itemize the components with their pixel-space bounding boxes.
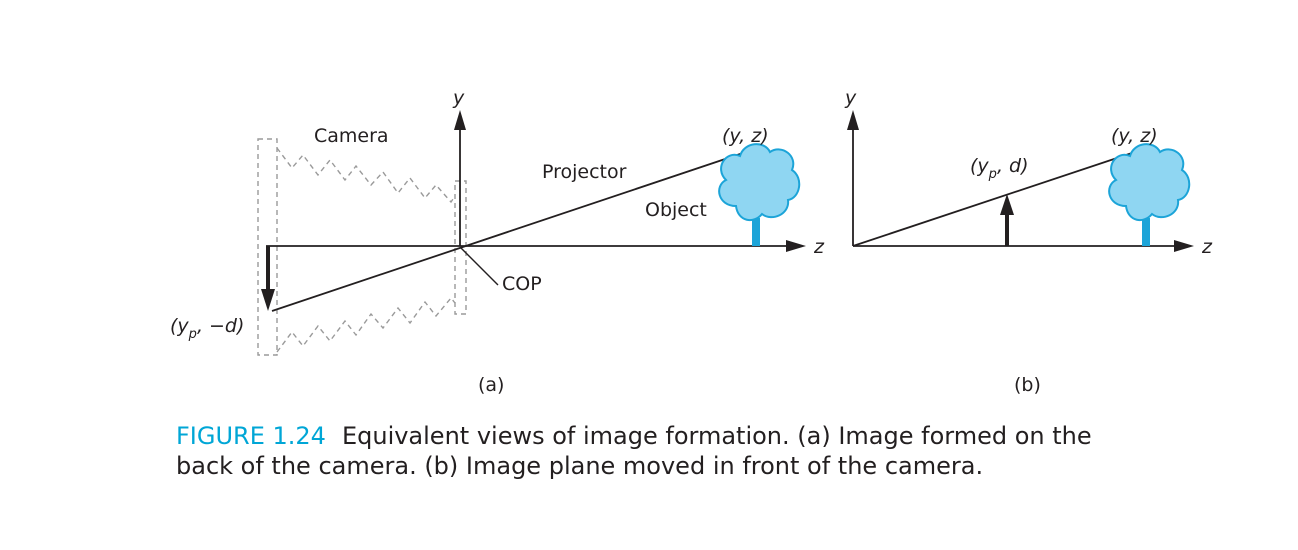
panel-b-label: (b) (1014, 374, 1041, 396)
camera-label: Camera (314, 125, 389, 147)
figure-caption: FIGURE 1.24 Equivalent views of image for… (176, 421, 1136, 481)
caption-text: Equivalent views of image formation. (a)… (176, 422, 1092, 480)
y-axis-b (847, 110, 859, 246)
z-axis-a (266, 240, 806, 252)
point-yz-label-b: (y, z) (1111, 125, 1158, 147)
object-label: Object (645, 199, 707, 221)
y-axis-a (454, 110, 466, 246)
z-axis-label-b: z (1201, 236, 1213, 258)
image-point-label-a: (yp, −d) (170, 315, 244, 342)
projector-line (271, 150, 750, 312)
image-point-label-b: (yp, d) (970, 155, 1029, 182)
panel-a: y z Camera Projector Object COP (y, z) (… (170, 87, 825, 396)
y-axis-label-a: y (452, 87, 465, 109)
camera-body (257, 138, 467, 356)
panel-a-label: (a) (478, 374, 504, 396)
tree-object-b (1108, 143, 1191, 247)
z-axis-b (853, 240, 1194, 252)
z-axis-label-a: z (813, 236, 825, 258)
projector-line-b (852, 150, 1139, 247)
image-arrow-b (1000, 194, 1014, 246)
tree-object-a (718, 143, 801, 247)
cop-leader (460, 247, 499, 286)
point-yz-label-a: (y, z) (722, 125, 769, 147)
panel-b: y z (y, z) (yp, d) (b) (844, 87, 1213, 396)
image-arrow-a (261, 246, 275, 311)
cop-label: COP (502, 273, 542, 295)
figure-number: FIGURE 1.24 (176, 422, 326, 450)
projector-label: Projector (542, 161, 627, 183)
y-axis-label-b: y (844, 87, 857, 109)
